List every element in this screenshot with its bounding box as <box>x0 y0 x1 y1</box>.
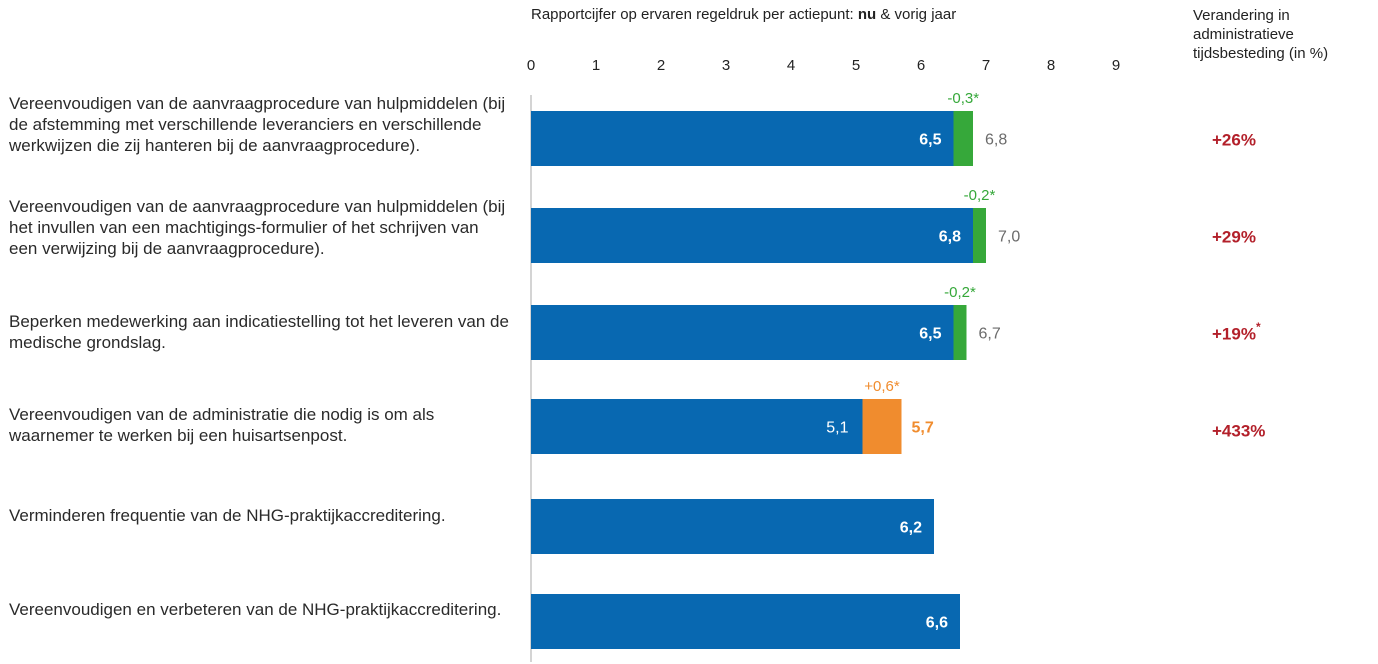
change-value: +19%* <box>1212 320 1261 345</box>
difference-label: -0,3* <box>947 90 979 107</box>
row-label: Verminderen frequentie van de NHG-prakti… <box>9 506 446 525</box>
x-tick-label: 5 <box>852 57 860 74</box>
bar-change-segment <box>973 208 986 263</box>
change-value-text: +19% <box>1212 324 1256 344</box>
row-label: Vereenvoudigen van de aanvraagprocedure … <box>9 197 506 258</box>
x-tick-label: 2 <box>657 57 665 74</box>
x-tick-label: 9 <box>1112 57 1120 74</box>
bar-value-label: 6,8 <box>939 229 961 246</box>
bar-value-label: 6,2 <box>900 520 922 537</box>
bar-current <box>531 208 973 263</box>
change-value-text: +26% <box>1212 130 1256 150</box>
row-label: Vereenvoudigen van de aanvraagprocedure … <box>9 94 506 155</box>
difference-label: +0,6* <box>864 378 900 395</box>
bar-current <box>531 305 954 360</box>
bar-previous <box>531 399 863 454</box>
bar-value-label: 6,5 <box>919 132 941 149</box>
bar-current <box>531 499 934 554</box>
bar-change-segment <box>953 111 973 166</box>
previous-value-label: 6,8 <box>985 132 1007 149</box>
bar-current <box>531 111 954 166</box>
previous-value-label: 5,1 <box>826 420 848 437</box>
x-tick-label: 8 <box>1047 57 1055 74</box>
x-tick-label: 0 <box>527 57 535 74</box>
bar-value-label: 6,5 <box>919 326 941 343</box>
chart-title: Rapportcijfer op ervaren regeldruk per a… <box>531 6 956 23</box>
chart-title-prefix: Rapportcijfer op ervaren regeldruk per a… <box>531 6 858 23</box>
change-value-star: * <box>1255 320 1261 334</box>
row-label: Beperken medewerking aan indicatiestelli… <box>9 312 509 352</box>
bar-change-segment <box>953 305 967 360</box>
change-value: +433% <box>1212 419 1265 442</box>
row-label: Vereenvoudigen en verbeteren van de NHG-… <box>9 600 502 619</box>
chart-title-bold: nu <box>857 6 877 23</box>
change-value: +29% <box>1212 225 1256 248</box>
previous-value-label: 7,0 <box>998 229 1020 246</box>
bar-value-label: 5,7 <box>912 420 934 437</box>
change-value-text: +29% <box>1212 227 1256 247</box>
row-label: Vereenvoudigen van de administratie die … <box>9 405 435 445</box>
bar-current <box>531 594 960 649</box>
previous-value-label: 6,7 <box>979 326 1001 343</box>
x-tick-label: 1 <box>592 57 600 74</box>
bar-change-segment <box>862 399 902 454</box>
bar-value-label: 6,6 <box>926 615 948 632</box>
chart-title-suffix: & vorig jaar <box>876 6 957 23</box>
difference-label: -0,2* <box>944 284 976 301</box>
x-tick-label: 4 <box>787 57 795 74</box>
difference-label: -0,2* <box>964 187 996 204</box>
x-tick-label: 6 <box>917 57 925 74</box>
x-tick-label: 7 <box>982 57 990 74</box>
change-value: +26% <box>1212 128 1256 151</box>
x-tick-label: 3 <box>722 57 730 74</box>
change-column-title: Verandering in administratieve tijdsbest… <box>1193 7 1329 62</box>
change-value-text: +433% <box>1212 421 1266 441</box>
